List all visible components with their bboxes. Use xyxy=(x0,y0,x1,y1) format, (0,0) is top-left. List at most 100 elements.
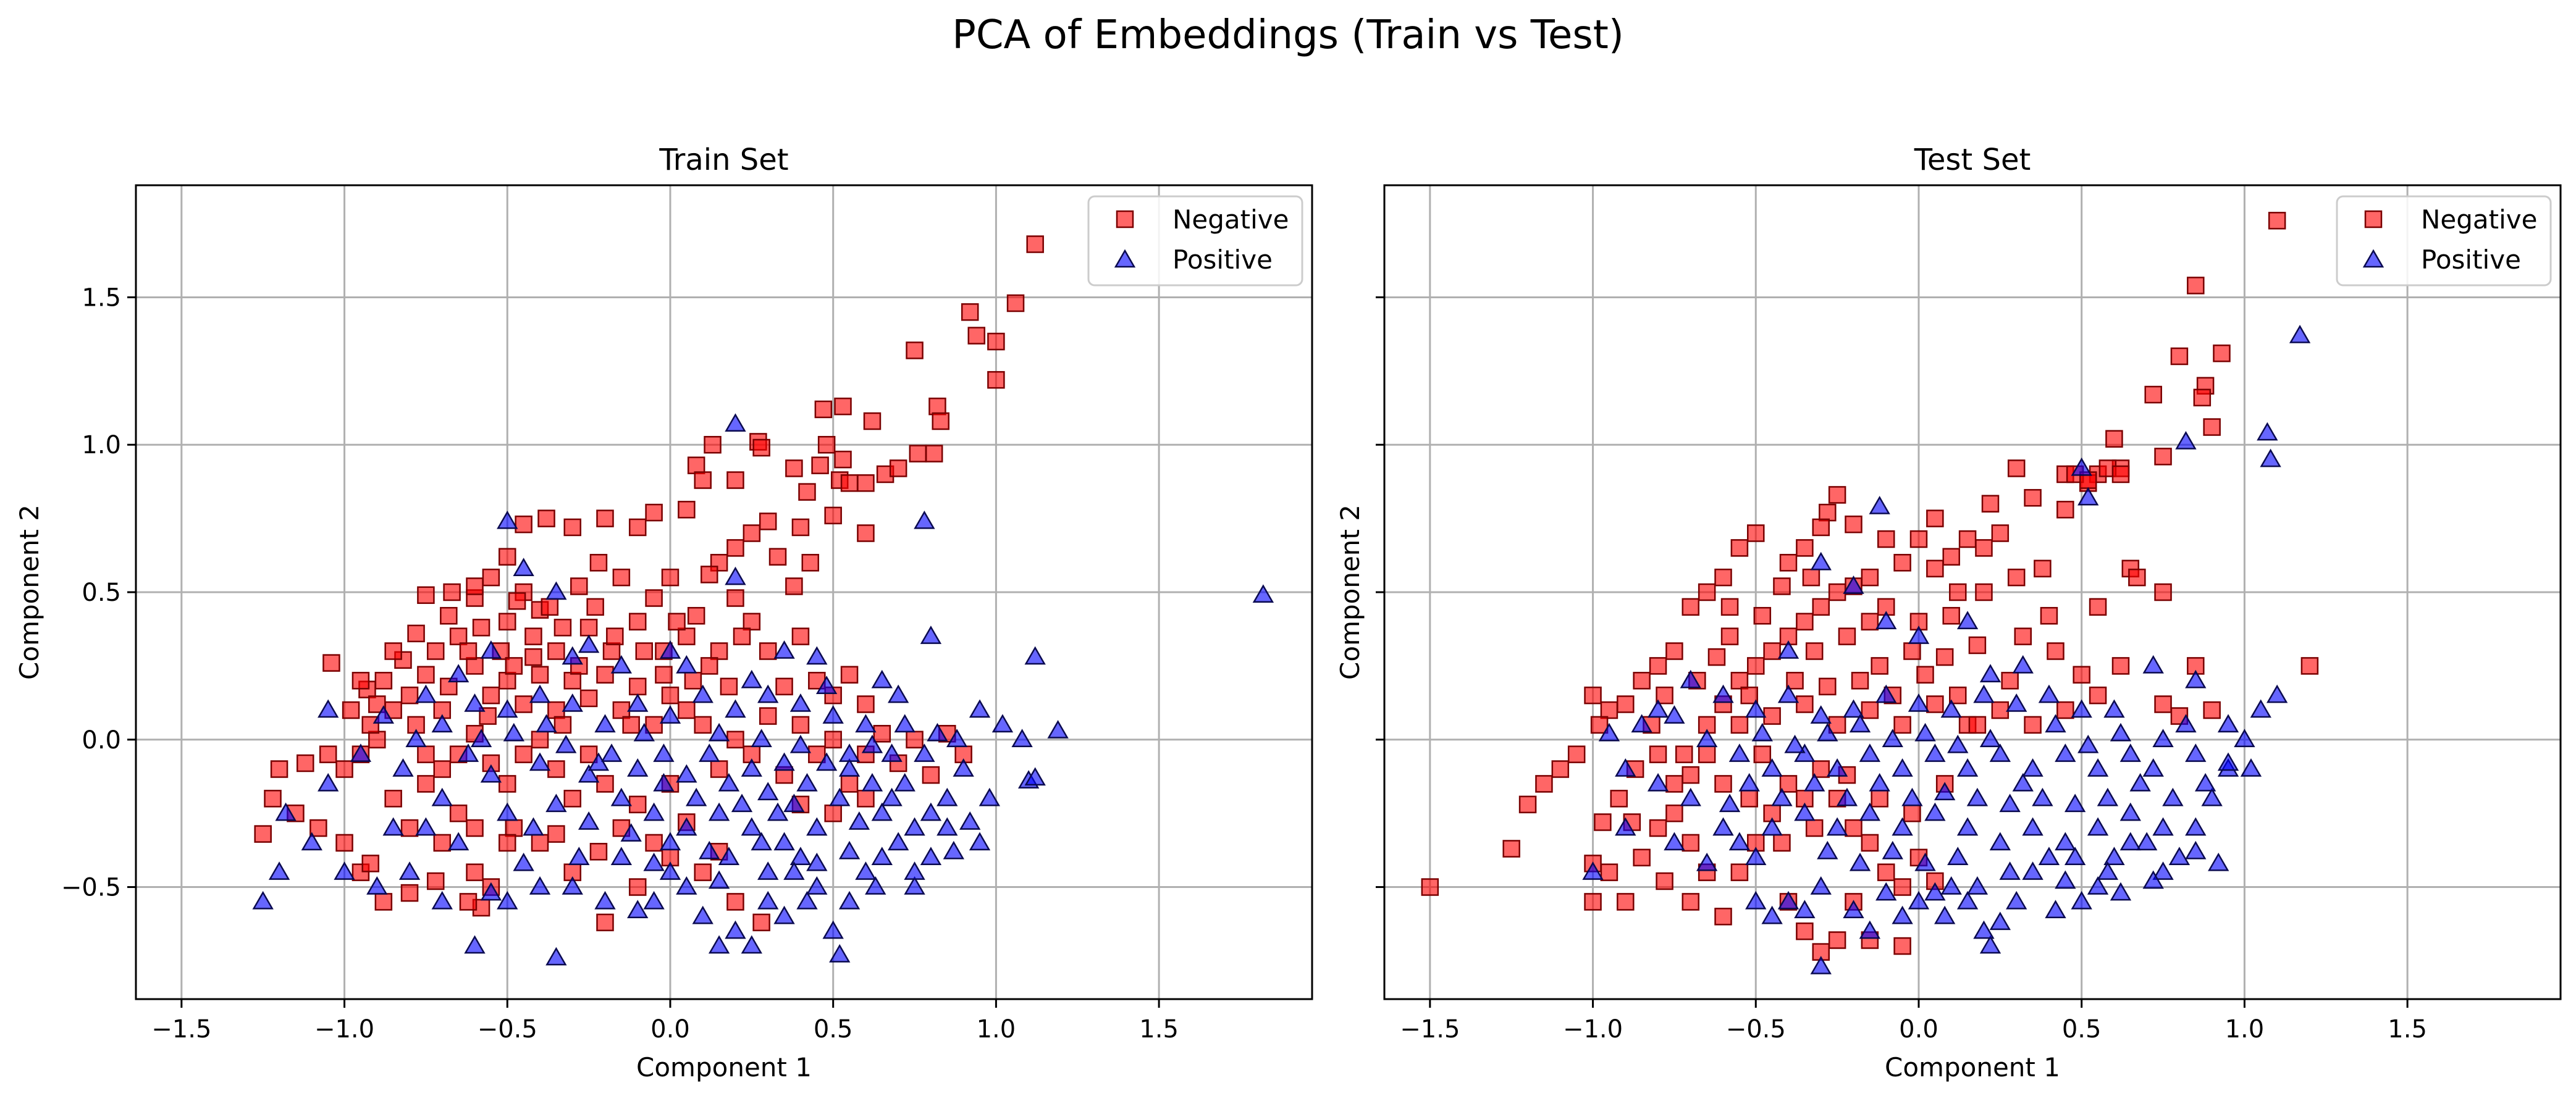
train-negative-point xyxy=(645,834,663,852)
test-negative-point xyxy=(2187,277,2205,295)
test-positive-point xyxy=(1859,802,1881,821)
test-negative-point xyxy=(1871,790,1888,808)
test-positive-point xyxy=(1956,758,1979,777)
test-negative-point xyxy=(1535,775,1553,793)
test-negative-point xyxy=(1893,553,1911,572)
train-negative-point xyxy=(309,819,327,837)
train-negative-point xyxy=(701,566,718,584)
train-negative-point xyxy=(661,686,680,705)
train-negative-point xyxy=(824,731,842,749)
test-positive-point xyxy=(1836,787,1858,806)
train-negative-point xyxy=(710,642,728,660)
train-negative-point xyxy=(563,790,581,808)
train-y-tick-label: 0.5 xyxy=(82,579,121,607)
test-negative-point xyxy=(1421,878,1439,896)
train-positive-point xyxy=(562,646,583,665)
train-positive-point xyxy=(904,861,925,880)
test-positive-point xyxy=(1680,669,1701,689)
test-positive-point xyxy=(2045,900,2066,918)
train-positive-point xyxy=(894,714,915,733)
test-negative-point xyxy=(2089,686,2107,705)
train-positive-point xyxy=(1024,646,1046,665)
train-negative-point xyxy=(335,834,353,852)
test-negative-point xyxy=(1796,613,1814,631)
test-negative-point xyxy=(1909,530,1928,548)
test-negative-point xyxy=(1594,813,1612,831)
train-positive-point xyxy=(829,787,851,806)
train-negative-point xyxy=(531,666,549,684)
train-positive-point xyxy=(676,764,697,783)
test-positive-point xyxy=(2260,448,2281,467)
train-negative-point xyxy=(645,503,663,522)
train-positive-point xyxy=(578,811,600,830)
train-negative-point xyxy=(541,598,559,616)
test-positive-point xyxy=(2152,729,2174,748)
test-negative-point xyxy=(1763,642,1781,660)
test-legend-negative-marker xyxy=(2364,210,2383,228)
train-negative-point xyxy=(628,878,647,896)
train-positive-point xyxy=(497,699,518,718)
train-positive-point xyxy=(620,823,642,842)
train-negative-point xyxy=(449,627,468,645)
test-positive-point xyxy=(1979,664,2001,682)
train-positive-point xyxy=(741,935,762,954)
test-positive-point xyxy=(2045,714,2066,733)
train-positive-point xyxy=(545,793,567,813)
test-negative-point xyxy=(1773,834,1791,852)
train-negative-point xyxy=(1026,235,1044,253)
train-negative-point xyxy=(433,760,452,778)
test-negative-point xyxy=(1926,695,1944,713)
test-x-axis-label: Component 1 xyxy=(1885,1052,2060,1082)
train-positive-point xyxy=(318,772,339,792)
train-negative-point xyxy=(840,666,859,684)
train-positive-point xyxy=(334,861,355,880)
train-negative-point xyxy=(645,589,663,607)
test-negative-point xyxy=(1968,716,1987,734)
train-positive-point xyxy=(447,664,469,682)
test-x-tick-label: −1.0 xyxy=(1563,1015,1623,1044)
train-positive-point xyxy=(783,793,805,813)
test-positive-point xyxy=(1973,920,1995,939)
train-negative-point xyxy=(668,613,686,631)
train-negative-point xyxy=(811,456,829,474)
train-negative-point xyxy=(440,606,458,625)
test-positive-point xyxy=(2119,802,2141,821)
train-negative-point xyxy=(499,775,516,793)
test-positive-point xyxy=(2012,772,2034,792)
train-positive-point xyxy=(871,847,893,866)
train-negative-point xyxy=(661,568,680,587)
test-negative-point xyxy=(1656,872,1673,890)
test-negative-point xyxy=(1567,745,1586,763)
test-negative-point xyxy=(1845,819,1863,837)
test-positive-point xyxy=(1859,743,1881,762)
test-negative-point xyxy=(2089,598,2107,616)
test-positive-point xyxy=(1719,793,1741,813)
train-positive-point xyxy=(894,772,915,792)
train-negative-point xyxy=(459,642,478,660)
test-positive-point xyxy=(2087,758,2109,777)
train-negative-point xyxy=(563,518,581,537)
train-negative-point xyxy=(684,672,702,690)
test-negative-point xyxy=(1851,672,1869,690)
test-negative-point xyxy=(1665,804,1683,823)
train-positive-point xyxy=(415,684,437,703)
test-negative-point xyxy=(1861,701,1879,719)
train-legend-negative-label: Negative xyxy=(1172,204,1289,235)
test-positive-point xyxy=(2055,743,2076,762)
train-positive-point xyxy=(398,861,421,880)
train-positive-point xyxy=(946,729,968,748)
train-negative-point xyxy=(726,589,744,607)
test-positive-point xyxy=(1794,802,1816,821)
train-positive-point xyxy=(751,729,772,748)
test-positive-point xyxy=(1989,911,2011,931)
train-negative-point xyxy=(889,459,907,477)
test-positive-point xyxy=(1892,905,1913,924)
train-positive-point xyxy=(871,669,893,689)
test-positive-point xyxy=(1582,861,1604,880)
train-negative-point xyxy=(482,686,500,705)
train-positive-point xyxy=(470,729,492,748)
train-negative-point xyxy=(987,332,1005,351)
train-negative-point xyxy=(466,863,484,881)
train-positive-point xyxy=(405,729,427,748)
test-negative-point xyxy=(1828,931,1846,949)
